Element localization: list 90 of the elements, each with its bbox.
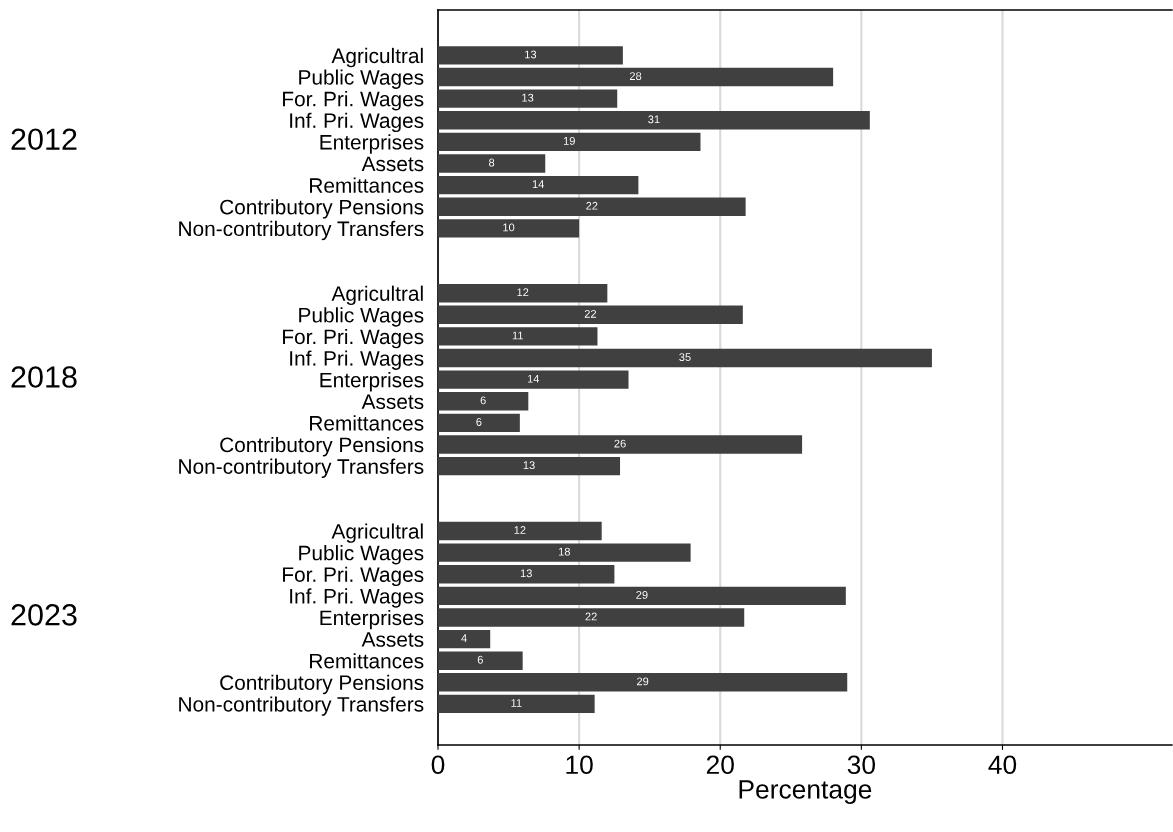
y-tick-label: For. Pri. Wages — [283, 566, 424, 587]
y-tick-label: Public Wages — [299, 69, 424, 89]
bar — [438, 651, 523, 670]
y-tick-label: Remittances — [310, 177, 424, 193]
x-tick-label: 10 — [566, 755, 593, 775]
bar — [438, 370, 629, 389]
y-tick-label: For. Pri. Wages — [283, 328, 424, 349]
y-tick-label: Agricultral — [331, 47, 423, 68]
y-tick-label: Contributory Pensions — [220, 436, 424, 457]
data-label: 22 — [586, 201, 598, 210]
x-tick-label: 30 — [847, 755, 876, 775]
bar — [438, 327, 598, 346]
data-label: 8 — [489, 158, 495, 167]
bar — [438, 219, 580, 238]
data-label: 13 — [520, 569, 532, 578]
bar — [438, 175, 639, 195]
bar — [438, 543, 691, 562]
bar — [438, 565, 615, 584]
bar — [438, 608, 745, 627]
data-label: 14 — [527, 374, 540, 383]
data-label: 22 — [584, 309, 597, 318]
y-tick-label: Agricultral — [331, 523, 423, 543]
data-label: 29 — [636, 590, 648, 599]
data-label: 6 — [477, 655, 483, 664]
data-label: 4 — [461, 634, 467, 642]
bar — [438, 694, 595, 714]
bar — [438, 673, 848, 692]
data-label: 10 — [503, 223, 515, 232]
text: 2023 — [11, 604, 77, 626]
bar — [438, 89, 618, 108]
y-tick-label: Non-contributory Transfers — [179, 696, 424, 716]
bar — [438, 67, 834, 87]
bar — [438, 132, 701, 152]
bar — [438, 348, 932, 368]
y-tick-label: Inf. Pri. Wages — [290, 588, 424, 608]
data-label: 11 — [511, 699, 522, 707]
y-tick-label: Non-contributory Transfers — [179, 458, 424, 478]
y-tick-label: Assets — [361, 156, 424, 172]
data-label: 6 — [476, 418, 482, 426]
bar — [438, 46, 623, 65]
bar — [438, 154, 546, 173]
y-tick-label: For. Pri. Wages — [283, 91, 424, 111]
x-tick-label: 20 — [706, 755, 734, 775]
data-label: 18 — [558, 547, 570, 556]
x-tick-label: 0 — [431, 755, 445, 775]
y-tick-label: Assets — [361, 632, 424, 647]
data-label: 12 — [514, 526, 526, 534]
data-label: 6 — [480, 396, 486, 405]
y-tick-label: Enterprises — [320, 372, 424, 392]
data-label: 13 — [525, 50, 537, 59]
data-label: 35 — [679, 353, 691, 362]
x-tick-label: 40 — [988, 755, 1017, 775]
bar — [438, 305, 743, 324]
y-tick-label: Non-contributory Transfers — [179, 220, 424, 241]
y-tick-label: Inf. Pri. Wages — [290, 350, 424, 370]
y-tick-label: Contributory Pensions — [220, 674, 424, 695]
y-tick-label: Remittances — [310, 415, 424, 431]
data-label: 19 — [563, 136, 575, 145]
bar — [438, 197, 746, 216]
bar — [438, 413, 520, 433]
bar — [438, 456, 621, 476]
data-label: 12 — [517, 288, 529, 297]
data-label: 22 — [585, 612, 597, 621]
bar — [438, 586, 846, 606]
bar — [438, 629, 491, 649]
data-label: 14 — [532, 180, 545, 188]
data-label: 28 — [629, 72, 642, 80]
y-tick-label: Enterprises — [320, 609, 424, 630]
bar — [438, 111, 870, 130]
y-tick-label: Assets — [361, 394, 424, 410]
x-axis-title: Percentage — [739, 780, 872, 804]
y-tick-label: Public Wages — [299, 307, 424, 327]
bar — [438, 284, 608, 303]
data-label: 29 — [637, 677, 649, 686]
data-label: 31 — [648, 115, 660, 124]
y-tick-label: Contributory Pensions — [220, 199, 424, 219]
y-tick-label: Agricultral — [331, 285, 423, 306]
data-label: 13 — [522, 93, 534, 102]
y-tick-label: Remittances — [310, 653, 424, 669]
data-label: 26 — [614, 439, 626, 448]
y-tick-label: Enterprises — [320, 134, 424, 154]
bar — [438, 435, 803, 454]
y-tick-label: Public Wages — [299, 545, 424, 565]
bar — [438, 521, 602, 541]
text: 2012 — [11, 128, 77, 151]
bar — [438, 392, 529, 411]
data-label: 13 — [523, 461, 535, 470]
y-tick-label: Inf. Pri. Wages — [290, 112, 424, 133]
text: 2018 — [11, 366, 77, 388]
data-label: 11 — [512, 331, 523, 340]
